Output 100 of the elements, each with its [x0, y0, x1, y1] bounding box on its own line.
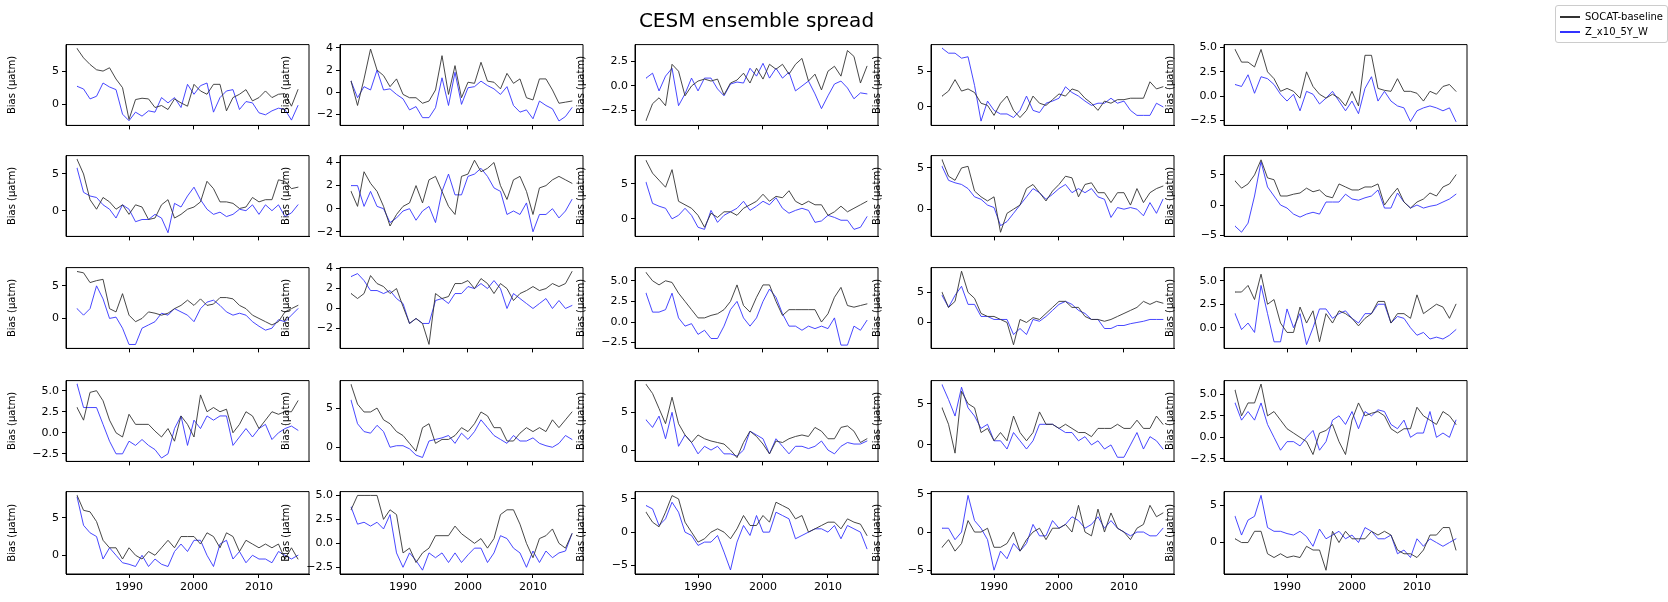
- x-tick-label: 2000: [749, 580, 777, 594]
- y-tick-label: 0: [1210, 197, 1217, 211]
- y-tick-label: 5: [621, 405, 628, 419]
- y-axis-title: Bias (μatm): [574, 391, 586, 451]
- y-tick-label: 5.0: [1199, 273, 1217, 287]
- y-tick-label: 5.0: [1199, 387, 1217, 401]
- y-tick-label: 2.5: [41, 404, 59, 418]
- y-tick-label: 0: [326, 201, 333, 215]
- x-tick-label: 2000: [454, 580, 482, 594]
- y-tick-label: 0: [52, 203, 59, 217]
- x-tick-label: 2010: [518, 580, 547, 594]
- y-tick-label: 0: [326, 440, 333, 454]
- y-tick-label: 2.5: [610, 294, 628, 308]
- y-axis-title: Bias (μatm): [5, 278, 17, 338]
- y-axis-title: Bias (μatm): [279, 503, 291, 562]
- y-tick-label: 0: [52, 97, 59, 111]
- y-axis-title: Bias (μatm): [5, 503, 17, 562]
- y-tick-label: 0: [917, 315, 924, 329]
- y-axis-title: Bias (μatm): [574, 55, 586, 115]
- y-tick-label: 2.5: [1199, 64, 1217, 78]
- y-tick-label: −2.5: [1190, 451, 1217, 465]
- y-tick-label: 5: [917, 160, 924, 174]
- x-tick-label: 1990: [684, 580, 713, 594]
- y-axis-title: Bias (μatm): [1163, 166, 1175, 226]
- y-tick-label: 5: [326, 400, 333, 414]
- y-tick-label: 2: [326, 281, 333, 295]
- y-tick-label: 0: [1210, 535, 1217, 549]
- x-tick-label: 2000: [1045, 580, 1073, 594]
- x-tick-label: 1990: [389, 580, 418, 594]
- y-tick-label: 0: [326, 301, 333, 315]
- y-tick-label: −2.5: [1190, 113, 1217, 127]
- y-tick-label: −5: [611, 558, 628, 572]
- y-tick-label: 5: [621, 176, 628, 190]
- x-tick-label: 2010: [1109, 580, 1138, 594]
- y-tick-label: 2.5: [315, 512, 333, 526]
- y-tick-label: 4: [326, 261, 333, 275]
- y-tick-label: 5: [1210, 497, 1217, 511]
- y-axis-title: Bias (μatm): [870, 503, 882, 562]
- y-tick-label: 0: [621, 211, 628, 225]
- y-tick-label: 5.0: [315, 488, 333, 502]
- y-tick-label: 4: [326, 155, 333, 169]
- y-tick-label: 5: [52, 166, 59, 180]
- x-tick-label: 2000: [180, 580, 208, 594]
- y-tick-label: 2.5: [610, 54, 628, 68]
- y-axis-title: Bias (μatm): [870, 278, 882, 338]
- y-axis-title: Bias (μatm): [1163, 278, 1175, 338]
- y-tick-label: 5.0: [610, 273, 628, 287]
- y-tick-label: 5: [917, 63, 924, 77]
- y-tick-label: 0.0: [41, 425, 59, 439]
- y-tick-label: 5.0: [1199, 40, 1217, 54]
- y-axis-title: Bias (μatm): [1163, 55, 1175, 115]
- x-tick-label: 1990: [115, 580, 144, 594]
- y-tick-label: 0.0: [1199, 89, 1217, 103]
- y-tick-label: 0: [917, 524, 924, 538]
- y-tick-label: 5: [917, 396, 924, 410]
- y-tick-label: 0: [917, 99, 924, 113]
- y-tick-label: 0: [621, 524, 628, 538]
- x-tick-label: 2010: [813, 580, 842, 594]
- y-tick-label: 0.0: [1199, 430, 1217, 444]
- y-axis-title: Bias (μatm): [1163, 391, 1175, 451]
- y-tick-label: 0.0: [1199, 320, 1217, 334]
- y-tick-label: 5: [52, 278, 59, 292]
- y-axis-title: Bias (μatm): [279, 55, 291, 115]
- y-tick-label: 5.0: [41, 383, 59, 397]
- legend-label: SOCAT-baseline: [1585, 11, 1663, 22]
- chart-title: CESM ensemble spread: [637, 8, 876, 32]
- y-tick-label: 0: [326, 85, 333, 99]
- y-axis-title: Bias (μatm): [574, 166, 586, 226]
- y-tick-label: 4: [326, 40, 333, 54]
- legend-label: Z_x10_5Y_W: [1585, 26, 1648, 37]
- y-tick-label: −5: [1200, 228, 1217, 242]
- y-tick-label: 0: [917, 202, 924, 216]
- y-tick-label: 0: [52, 548, 59, 562]
- y-axis-title: Bias (μatm): [279, 391, 291, 451]
- y-tick-label: −2.5: [601, 335, 628, 349]
- y-axis-title: Bias (μatm): [870, 391, 882, 451]
- y-tick-label: 5: [621, 491, 628, 505]
- y-tick-label: 2.5: [1199, 408, 1217, 422]
- y-tick-label: 5: [52, 510, 59, 524]
- y-tick-label: −2: [316, 321, 333, 335]
- y-tick-label: 0: [621, 442, 628, 456]
- y-axis-title: Bias (μatm): [574, 278, 586, 338]
- y-axis-title: Bias (μatm): [870, 166, 882, 226]
- x-tick-label: 1990: [980, 580, 1009, 594]
- y-tick-label: 5: [917, 285, 924, 299]
- y-tick-label: 0.0: [315, 536, 333, 550]
- y-tick-label: 0: [917, 437, 924, 451]
- y-tick-label: −2.5: [306, 560, 333, 574]
- y-tick-label: 0.0: [610, 314, 628, 328]
- y-tick-label: 0: [52, 311, 59, 325]
- y-tick-label: −2.5: [32, 446, 59, 460]
- y-axis-title: Bias (μatm): [870, 55, 882, 115]
- y-tick-label: 5: [917, 486, 924, 500]
- x-tick-label: 1990: [1273, 580, 1302, 594]
- y-axis-title: Bias (μatm): [574, 503, 586, 562]
- y-axis-title: Bias (μatm): [279, 166, 291, 226]
- y-tick-label: 5: [1210, 167, 1217, 181]
- y-axis-title: Bias (μatm): [5, 166, 17, 226]
- y-tick-label: 5: [52, 63, 59, 77]
- y-axis-title: Bias (μatm): [1163, 503, 1175, 562]
